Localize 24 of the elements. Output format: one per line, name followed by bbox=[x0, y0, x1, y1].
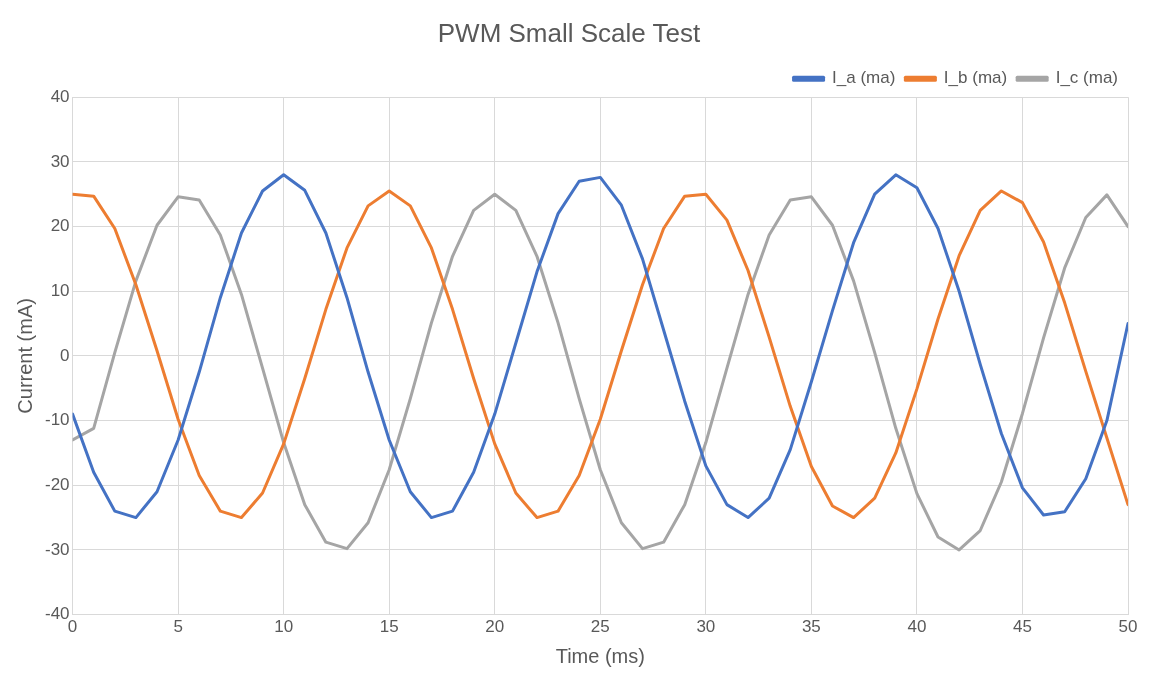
x-tick-label: 30 bbox=[696, 617, 716, 637]
x-tick-label: 5 bbox=[173, 617, 183, 637]
y-tick-label: 30 bbox=[50, 151, 70, 171]
y-tick-label: 10 bbox=[50, 280, 70, 300]
legend-label: I_b (ma) bbox=[943, 68, 1008, 88]
x-tick-label: 25 bbox=[590, 617, 610, 637]
y-tick-label: -30 bbox=[44, 539, 70, 559]
x-tick-label: 20 bbox=[485, 617, 505, 637]
legend-label: I_a (ma) bbox=[832, 68, 896, 88]
x-tick-label: 50 bbox=[1118, 617, 1138, 637]
x-tick-label: 35 bbox=[801, 617, 821, 637]
x-tick-label: 40 bbox=[907, 617, 927, 637]
x-axis-title: Time (ms) bbox=[555, 644, 645, 667]
y-axis-title: Current (mA) bbox=[13, 298, 36, 414]
x-tick-label: 45 bbox=[1013, 617, 1032, 637]
y-tick-label: 40 bbox=[50, 86, 70, 106]
chart-title: PWM Small Scale Test bbox=[437, 17, 702, 48]
y-tick-label: -10 bbox=[44, 410, 70, 430]
legend-label: I_c (ma) bbox=[1055, 68, 1118, 88]
y-tick-label: 0 bbox=[60, 345, 70, 365]
y-tick-label: -20 bbox=[44, 474, 70, 494]
x-tick-label: 10 bbox=[274, 617, 294, 637]
x-tick-label: 15 bbox=[379, 617, 399, 637]
y-tick-label: 20 bbox=[50, 216, 70, 236]
